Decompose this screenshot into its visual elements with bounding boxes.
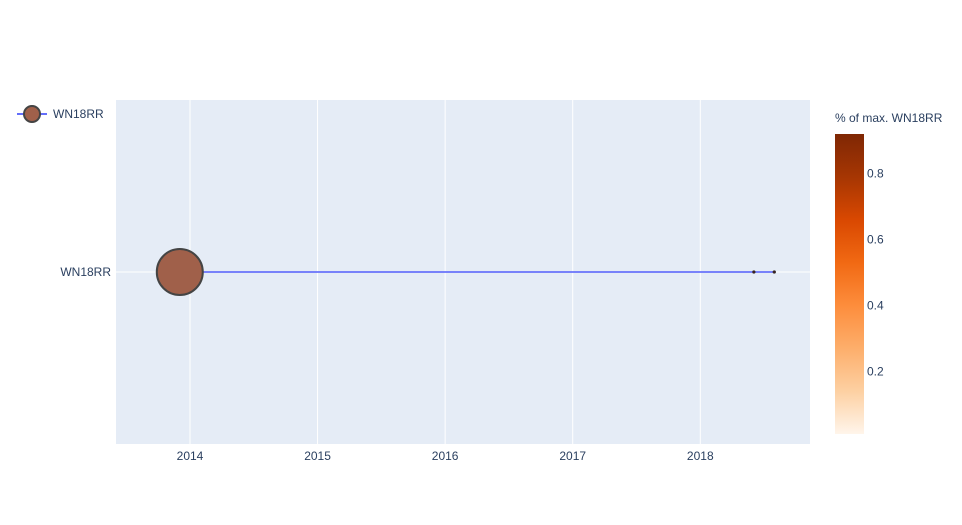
colorbar-tick-label: 0.6: [867, 232, 884, 246]
legend-marker-swatch: [23, 105, 41, 123]
x-tick-label: 2018: [687, 449, 714, 463]
colorbar-tick-label: 0.8: [867, 167, 884, 181]
series-layer: [155, 248, 777, 296]
data-point-marker[interactable]: [752, 270, 756, 274]
colorbar-tick-label: 0.2: [867, 364, 884, 378]
data-point-marker[interactable]: [772, 270, 777, 274]
legend[interactable]: WN18RR: [17, 105, 104, 123]
colorbar: % of max. WN18RR 0.2 0.4 0.6 0.8: [835, 111, 943, 434]
x-tick-label: 2016: [432, 449, 459, 463]
x-tick-label: 2015: [304, 449, 331, 463]
colorbar-ticks: 0.2 0.4 0.6 0.8: [867, 167, 884, 379]
colorbar-gradient: [835, 134, 864, 434]
x-tick-label: 2017: [559, 449, 586, 463]
legend-label: WN18RR: [53, 107, 104, 121]
colorbar-title: % of max. WN18RR: [835, 111, 943, 125]
y-axis-ticks: WN18RR: [60, 265, 111, 279]
y-tick-label: WN18RR: [60, 265, 111, 279]
colorbar-tick-label: 0.4: [867, 298, 884, 312]
x-axis-ticks: 2014 2015 2016 2017 2018: [177, 449, 714, 463]
x-tick-label: 2014: [177, 449, 204, 463]
data-point-marker[interactable]: [155, 248, 204, 296]
